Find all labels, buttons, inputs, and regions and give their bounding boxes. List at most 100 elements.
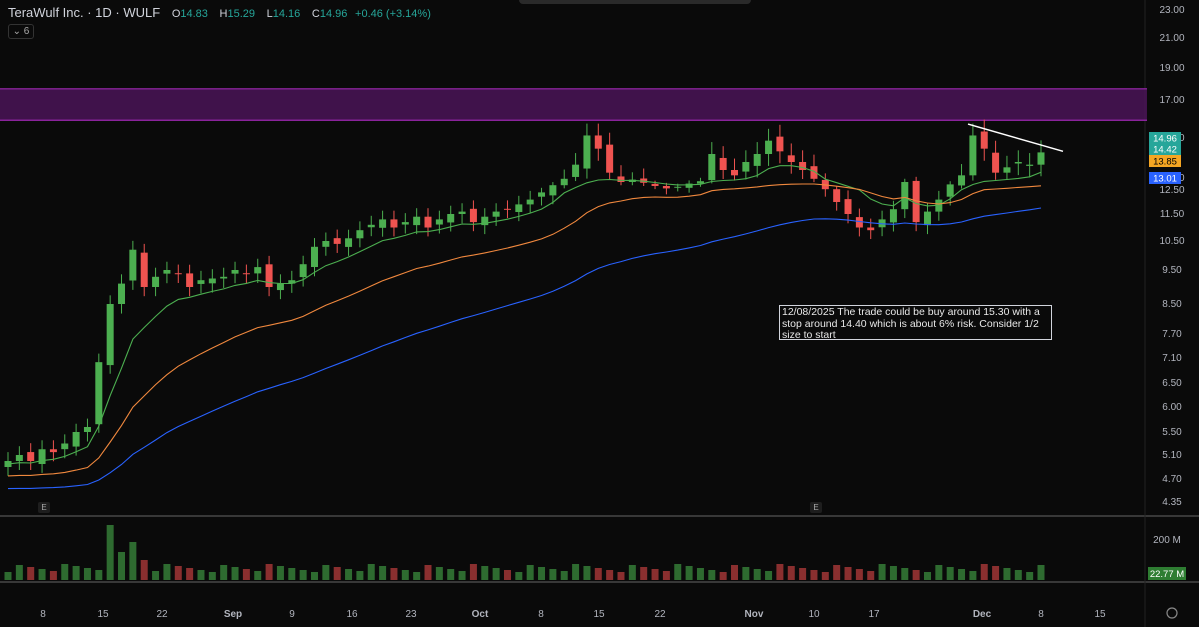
price-badge-label: 13.85 [1153, 157, 1177, 168]
candle-body [310, 246, 318, 268]
volume-bar [560, 571, 568, 580]
y-tick-label: 5.10 [1162, 450, 1182, 461]
y-tick-label: 5.50 [1162, 427, 1182, 438]
volume-bar [310, 572, 318, 580]
candle-body [1014, 162, 1022, 164]
volume-bar [140, 560, 148, 580]
candle-body [242, 273, 250, 275]
candle-body [923, 211, 931, 226]
open-label: O [171, 8, 181, 20]
candle-body [458, 211, 466, 214]
volume-bar [118, 552, 126, 580]
x-tick-label: 10 [808, 609, 820, 620]
candle-body [969, 135, 977, 176]
volume-bar [152, 571, 160, 580]
volume-bar [15, 565, 23, 580]
volume-bar [503, 570, 511, 580]
candle-body [958, 175, 966, 186]
volume-bar [492, 568, 500, 580]
volume-bar [106, 525, 114, 580]
candle-body [72, 432, 80, 447]
close-value: 14.96 [319, 8, 348, 20]
candle-body [390, 219, 398, 228]
change-value: +0.46 (+3.14%) [355, 8, 431, 20]
candle-body [379, 219, 387, 228]
candle-body [469, 208, 477, 223]
volume-badge [1148, 567, 1186, 580]
y-tick-label: 10.50 [1159, 236, 1184, 247]
candle-body [731, 170, 739, 176]
volume-bar [197, 570, 205, 580]
volume-bar [447, 569, 455, 580]
x-tick-label: 15 [97, 609, 109, 620]
volume-bar [186, 568, 194, 580]
candle-body [833, 189, 841, 202]
candle-body [799, 162, 807, 170]
candle-body [447, 214, 455, 223]
volume-bar [288, 568, 296, 580]
candle-body [560, 178, 568, 186]
volume-bar [299, 570, 307, 580]
volume-bar [1037, 565, 1045, 580]
x-tick-label: Sep [224, 609, 242, 620]
x-tick-label: Dec [973, 609, 992, 620]
candle-body [901, 182, 909, 210]
candle-body [606, 144, 614, 173]
candle-body [526, 199, 534, 205]
candle-body [197, 280, 205, 284]
candle-body [515, 204, 523, 213]
volume-bar [1003, 568, 1011, 580]
volume-bar [765, 571, 773, 580]
y-tick-label: 12.50 [1159, 185, 1184, 196]
indicators-toggle[interactable]: ⌄ 6 [8, 24, 34, 39]
earnings-marker[interactable]: E [38, 502, 50, 513]
candle-body [333, 238, 341, 244]
high-value: 15.29 [227, 8, 256, 20]
candle-body [992, 152, 1000, 173]
open-value: 14.83 [180, 8, 208, 20]
symbol-title[interactable]: TeraWulf Inc. · 1D · WULF [8, 5, 161, 20]
y-tick-label: 9.50 [1162, 265, 1182, 276]
chevron-down-icon: ⌄ [12, 26, 22, 37]
x-tick-label: 15 [1094, 609, 1106, 620]
candle-body [299, 264, 307, 278]
x-tick-label: 17 [868, 609, 880, 620]
volume-bar [469, 564, 477, 580]
earnings-marker[interactable]: E [810, 502, 822, 513]
resistance-zone [0, 88, 1147, 121]
x-tick-label: Nov [745, 609, 764, 620]
volume-bar [424, 565, 432, 580]
candle-body [481, 216, 489, 226]
candle-body [38, 449, 46, 464]
volume-bar [231, 567, 239, 580]
candle-body [662, 186, 670, 189]
volume-bar [583, 566, 591, 580]
x-tick-label: 16 [346, 609, 358, 620]
candle-body [129, 249, 137, 281]
candle-body [1037, 152, 1045, 165]
candle-body [651, 183, 659, 186]
candle-body [810, 166, 818, 179]
volume-bar [731, 565, 739, 580]
candle-body [617, 176, 625, 182]
x-tick-label: 23 [405, 609, 417, 620]
volume-bar [515, 572, 523, 580]
volume-bar [481, 566, 489, 580]
volume-bar [379, 566, 387, 580]
x-tick-label: 8 [1038, 609, 1044, 620]
candle-body [1003, 167, 1011, 173]
candle-body [583, 135, 591, 169]
volume-bar [526, 565, 534, 580]
volume-bar [606, 570, 614, 580]
y-tick-label: 19.00 [1159, 63, 1184, 74]
price-badge-label: 14.96 [1153, 134, 1177, 145]
candle-body [855, 217, 863, 228]
candle-body [946, 184, 954, 197]
y-tick-label: 23.00 [1159, 5, 1184, 16]
candle-body [220, 276, 228, 279]
candle-body [288, 280, 296, 284]
volume-bar [776, 564, 784, 580]
volume-tick-label: 200 M [1153, 535, 1181, 546]
candle-body [492, 211, 500, 217]
